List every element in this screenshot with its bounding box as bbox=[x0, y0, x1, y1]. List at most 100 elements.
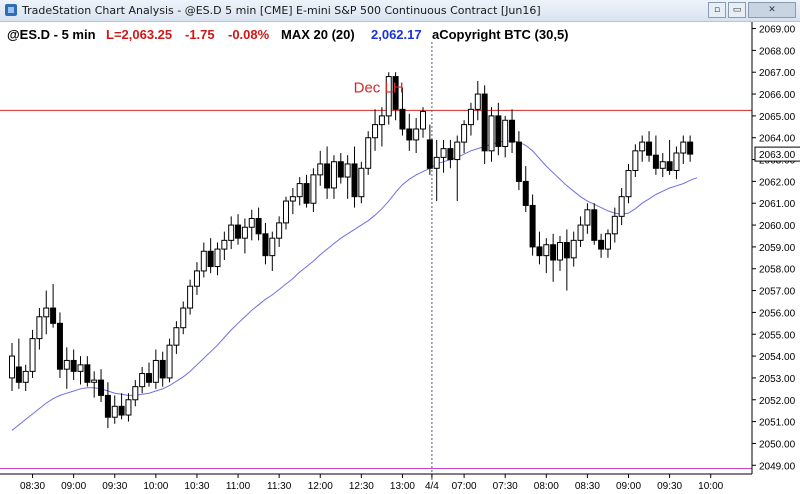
candle-body bbox=[283, 200, 289, 224]
window-titlebar: TradeStation Chart Analysis - @ES.D 5 mi… bbox=[0, 0, 800, 22]
candle bbox=[303, 174, 310, 208]
candle-body bbox=[98, 379, 105, 396]
last-price: L=2,063.25 bbox=[106, 27, 172, 42]
time-tick-label: 4/4 bbox=[425, 481, 439, 492]
candle-body bbox=[36, 316, 43, 340]
candle-body bbox=[673, 152, 680, 171]
candle bbox=[358, 161, 365, 204]
candle-body bbox=[15, 366, 22, 383]
time-axis: 08:30 09:00 09:30 10:00 10:30 11:00 11:30 12:00… bbox=[0, 473, 752, 492]
candle-body bbox=[91, 379, 98, 383]
candle bbox=[618, 187, 625, 226]
candle-body bbox=[433, 156, 440, 169]
candle bbox=[317, 150, 324, 186]
candle bbox=[98, 369, 105, 402]
candle-body bbox=[132, 386, 139, 401]
candle bbox=[509, 109, 516, 154]
candle-body bbox=[146, 373, 152, 383]
candle bbox=[235, 214, 242, 245]
price-chart[interactable]: 2049.00 2050.00 2051.00 2052.00 2053.00 2054.… bbox=[0, 22, 800, 494]
candle bbox=[324, 146, 331, 199]
close-button[interactable]: ✕ bbox=[748, 2, 796, 18]
time-tick-label: 10:30 bbox=[184, 481, 209, 492]
net-change: -1.75 bbox=[185, 27, 215, 42]
maximize-button[interactable]: ▭ bbox=[728, 2, 746, 18]
price-tick-label: 2061.00 bbox=[759, 199, 796, 210]
candle bbox=[310, 168, 317, 212]
candle-body bbox=[330, 161, 337, 189]
ma-value: 2,062.17 bbox=[371, 27, 422, 42]
candle bbox=[372, 109, 379, 151]
candle-body bbox=[70, 359, 77, 372]
window-controls: ▫ ▭ ✕ bbox=[708, 2, 796, 18]
candle bbox=[646, 131, 653, 162]
candle bbox=[495, 102, 502, 156]
candle-body bbox=[207, 250, 214, 268]
ma-label: MAX 20 (20) bbox=[281, 27, 355, 42]
candle bbox=[84, 356, 91, 387]
candle bbox=[461, 120, 468, 154]
candle bbox=[550, 233, 557, 282]
candle-body bbox=[200, 250, 207, 272]
candle-body bbox=[29, 338, 36, 372]
candle-body bbox=[598, 239, 605, 250]
candle bbox=[207, 238, 214, 274]
time-tick-label: 13:00 bbox=[390, 481, 415, 492]
candle-body bbox=[358, 167, 365, 198]
price-tick-label: 2069.00 bbox=[759, 25, 796, 36]
candle-body bbox=[378, 115, 385, 126]
price-tick-label: 2065.00 bbox=[759, 112, 796, 123]
candle bbox=[454, 135, 461, 202]
candle bbox=[166, 338, 173, 383]
candle bbox=[50, 284, 57, 328]
time-tick-label: 09:00 bbox=[616, 481, 641, 492]
candle bbox=[413, 118, 420, 154]
time-tick-label: 10:00 bbox=[698, 481, 723, 492]
candle bbox=[214, 242, 221, 276]
candle-body bbox=[557, 242, 563, 261]
candle bbox=[146, 362, 152, 387]
candle-body bbox=[426, 139, 433, 169]
candle-body bbox=[447, 148, 454, 161]
candle-body bbox=[248, 218, 255, 228]
candle-body bbox=[604, 233, 611, 250]
candle bbox=[543, 238, 550, 274]
candle bbox=[180, 301, 187, 335]
candle-body bbox=[529, 204, 536, 248]
candle-body bbox=[235, 224, 242, 239]
candle-body bbox=[632, 150, 639, 171]
candle bbox=[125, 393, 132, 422]
last-price-tag-label: 2063.00 bbox=[759, 150, 796, 161]
candle-body bbox=[440, 148, 447, 158]
candle-body bbox=[50, 307, 57, 324]
price-tick-label: 2056.00 bbox=[759, 308, 796, 319]
candle-body bbox=[63, 359, 70, 370]
candle bbox=[330, 155, 337, 199]
candle bbox=[200, 242, 207, 278]
candle-body bbox=[413, 128, 420, 141]
candle-body bbox=[324, 163, 331, 189]
time-tick-label: 11:30 bbox=[267, 481, 292, 492]
candle bbox=[337, 153, 344, 184]
candle bbox=[426, 124, 433, 175]
candle bbox=[584, 203, 591, 234]
candle bbox=[406, 113, 413, 151]
candle bbox=[70, 349, 77, 381]
candle-body bbox=[187, 285, 194, 309]
candle bbox=[152, 349, 159, 389]
candle-body bbox=[56, 322, 63, 370]
price-tick-label: 2049.00 bbox=[759, 461, 796, 472]
window-title: TradeStation Chart Analysis - @ES.D 5 mi… bbox=[22, 4, 541, 17]
candle bbox=[173, 321, 180, 354]
candle bbox=[289, 187, 296, 215]
candle-body bbox=[495, 115, 502, 147]
price-tick-label: 2064.00 bbox=[759, 134, 796, 145]
candle-body bbox=[344, 163, 351, 178]
restore-button[interactable]: ▫ bbox=[708, 2, 726, 18]
candle-body bbox=[22, 370, 29, 383]
candle bbox=[283, 196, 289, 230]
candle-body bbox=[262, 233, 269, 257]
candle-body bbox=[180, 307, 187, 329]
candle-body bbox=[509, 119, 516, 143]
candle bbox=[474, 80, 481, 121]
